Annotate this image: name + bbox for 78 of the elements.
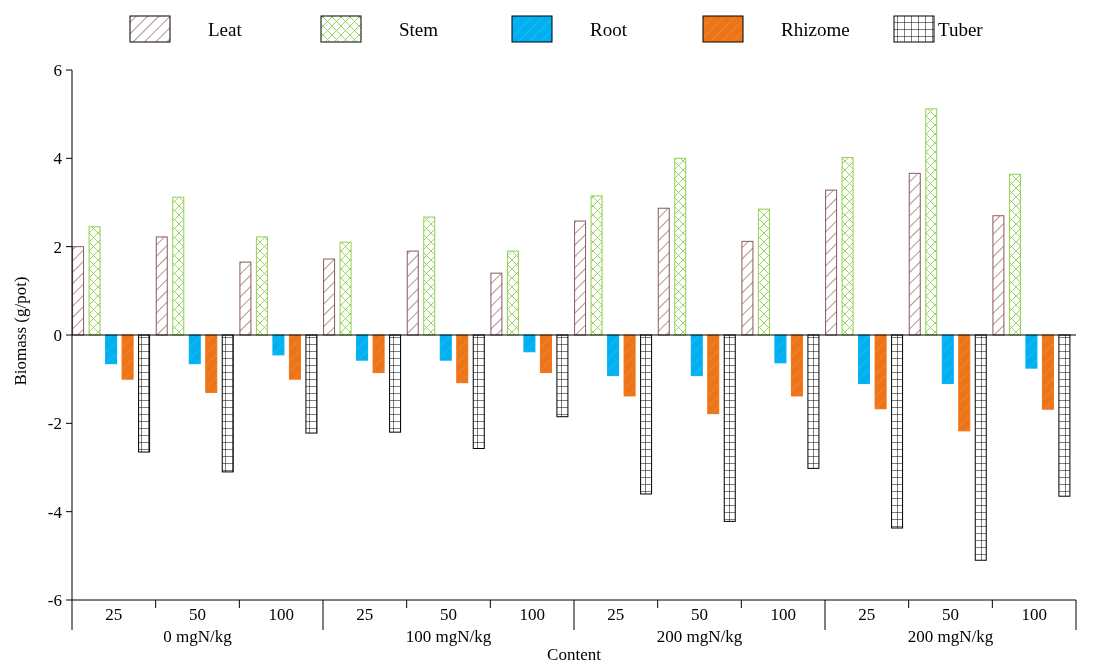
- y-tick-label: -6: [47, 590, 62, 610]
- x-tick-label: 100: [268, 605, 294, 624]
- bar: [523, 334, 536, 353]
- bar: [1025, 334, 1038, 369]
- x-tick-label: 25: [858, 605, 876, 624]
- bar: [674, 157, 687, 336]
- bar: [623, 334, 636, 397]
- text: 100 mgN/kg: [405, 627, 492, 646]
- bar: [707, 334, 720, 415]
- bar: [825, 189, 838, 336]
- bar: [288, 334, 301, 380]
- text: 200 mgN/kg: [907, 627, 994, 646]
- legend-label: Leat: [208, 18, 243, 40]
- bar: [1008, 173, 1021, 336]
- y-tick-label: -2: [47, 414, 62, 434]
- bar: [272, 334, 285, 356]
- bar: [574, 220, 587, 336]
- x-tick-label: 50: [189, 605, 206, 624]
- bar: [992, 215, 1005, 336]
- bar: [841, 156, 854, 336]
- x-tick-label: 50: [942, 605, 959, 624]
- bar: [423, 216, 436, 336]
- x-axis-title: Content: [547, 645, 602, 664]
- bar: [88, 226, 101, 336]
- text: 0 mgN/kg: [163, 627, 233, 646]
- legend-label: Rhizome: [781, 18, 850, 40]
- bar: [255, 236, 268, 336]
- y-tick-label: 2: [53, 237, 62, 257]
- x-tick-label: 25: [356, 605, 374, 624]
- bar: [908, 172, 921, 336]
- bar: [456, 334, 469, 384]
- bar: [339, 241, 352, 336]
- legend-label: Root: [590, 18, 628, 40]
- bar: [439, 334, 452, 361]
- bar: [790, 334, 803, 397]
- bar: [607, 334, 620, 377]
- bar: [121, 334, 134, 380]
- x-tick-label: 50: [691, 605, 708, 624]
- bar: [925, 108, 938, 336]
- x-tick-label: 25: [105, 605, 123, 624]
- text: 200 mgN/kg: [656, 627, 743, 646]
- bar: [941, 334, 954, 385]
- bar: [539, 334, 552, 374]
- bar: [958, 334, 971, 432]
- bar: [741, 240, 754, 336]
- bar: [239, 261, 252, 336]
- x-tick-label: 50: [440, 605, 457, 624]
- legend-label: Tuber: [938, 18, 984, 40]
- bar: [590, 195, 603, 336]
- x-tick-label: 25: [607, 605, 625, 624]
- bar: [323, 258, 336, 336]
- bar: [690, 334, 703, 377]
- bar: [774, 334, 787, 364]
- bar: [172, 196, 185, 336]
- y-tick-label: 0: [53, 325, 62, 345]
- bar: [874, 334, 887, 410]
- bar: [657, 207, 670, 336]
- bar: [205, 334, 218, 393]
- bar: [757, 208, 770, 336]
- bar: [372, 334, 385, 374]
- y-axis-title: Biomass (g/pot): [11, 276, 30, 386]
- bar: [356, 334, 369, 361]
- bar: [155, 236, 168, 336]
- y-tick-label: -4: [47, 502, 63, 522]
- bar: [506, 250, 519, 336]
- bar: [490, 272, 503, 336]
- y-tick-label: 4: [53, 149, 63, 169]
- x-tick-label: 100: [519, 605, 545, 624]
- bar: [858, 334, 871, 385]
- bar: [72, 246, 85, 336]
- x-tick-label: 100: [770, 605, 796, 624]
- bar: [406, 250, 419, 336]
- bar: [105, 334, 118, 365]
- bar: [188, 334, 201, 365]
- x-tick-label: 100: [1021, 605, 1047, 624]
- y-tick-label: 6: [53, 60, 62, 80]
- bar: [1041, 334, 1054, 410]
- legend-label: Stem: [399, 18, 439, 40]
